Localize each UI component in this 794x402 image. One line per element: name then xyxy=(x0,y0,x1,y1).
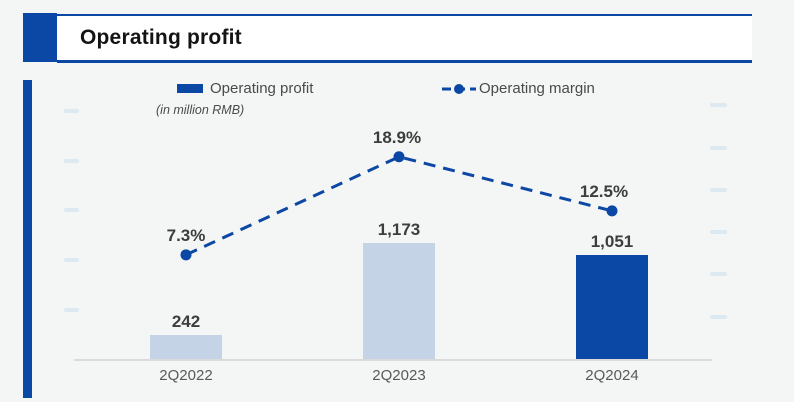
right-axis-tick xyxy=(710,230,727,234)
left-axis-tick xyxy=(64,258,79,262)
x-axis-label: 2Q2024 xyxy=(585,367,639,384)
margin-point xyxy=(180,249,192,261)
right-axis-tick xyxy=(710,145,727,150)
page-title: Operating profit xyxy=(80,26,242,49)
right-axis-tick xyxy=(710,187,727,192)
right-axis-tick xyxy=(710,103,727,108)
margin-value-label: 12.5% xyxy=(579,181,629,201)
left-axis-tick xyxy=(64,108,79,113)
line-legend-marker-icon xyxy=(442,83,476,94)
margin-value-label: 18.9% xyxy=(372,127,422,147)
header-accent-square xyxy=(23,13,57,62)
bar-2Q2022 xyxy=(150,335,222,360)
bar-value-label: 242 xyxy=(171,312,201,332)
right-axis-tick xyxy=(710,272,727,277)
unit-note: (in million RMB) xyxy=(156,103,245,117)
x-axis-line xyxy=(74,358,712,361)
legend-operating-profit: Operating profit xyxy=(177,80,313,97)
bar-2Q2024 xyxy=(576,254,648,360)
title-band: Operating profit xyxy=(57,14,752,63)
legend-operating-margin: Operating margin xyxy=(441,80,595,97)
line-legend-label: Operating margin xyxy=(479,80,595,97)
x-axis-label: 2Q2022 xyxy=(159,367,213,384)
bar-value-label: 1,051 xyxy=(590,231,634,251)
bar-legend-label: Operating profit xyxy=(210,80,314,97)
margin-value-label: 7.3% xyxy=(166,225,206,245)
x-axis-label: 2Q2023 xyxy=(372,367,426,384)
left-accent-bar xyxy=(23,80,32,398)
left-axis-tick xyxy=(64,158,79,163)
left-axis-tick xyxy=(64,307,79,312)
left-axis-tick xyxy=(64,208,79,213)
margin-point xyxy=(606,205,618,217)
bar-value-label: 1,173 xyxy=(377,219,421,239)
bar-legend-swatch xyxy=(177,84,203,93)
bar-2Q2023 xyxy=(363,242,435,360)
margin-dashed-line xyxy=(185,155,613,257)
right-axis-tick xyxy=(710,314,727,319)
margin-point xyxy=(393,151,405,163)
